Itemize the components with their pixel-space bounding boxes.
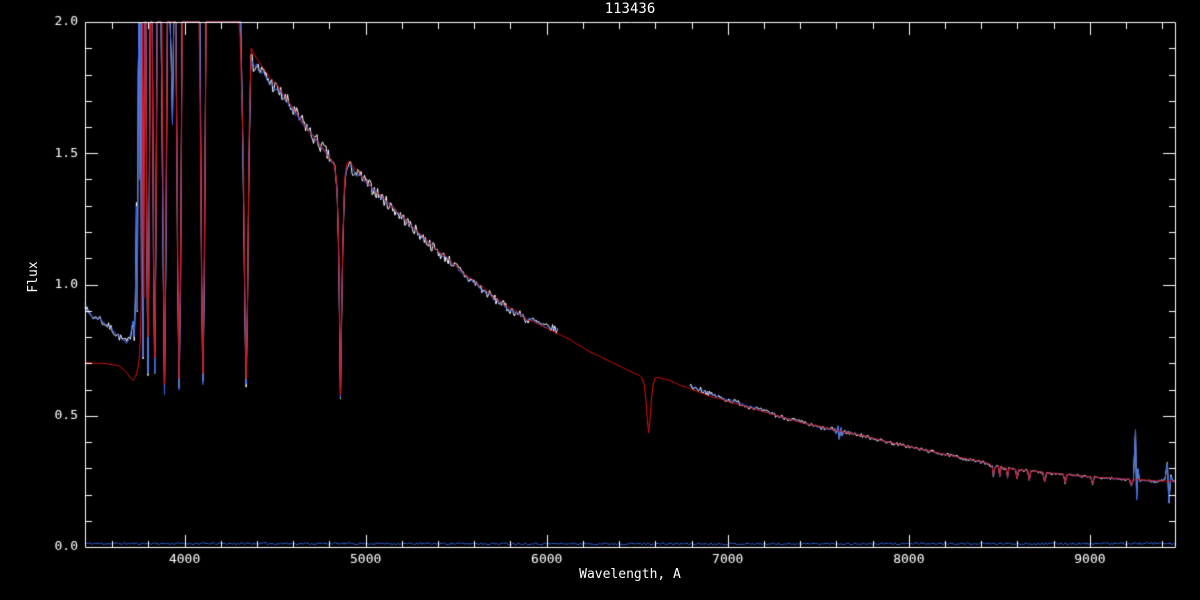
y-axis-label: Flux bbox=[26, 261, 41, 293]
x-axis-label: Wavelength, A bbox=[579, 567, 681, 582]
chart-title: 113436 bbox=[604, 1, 656, 17]
